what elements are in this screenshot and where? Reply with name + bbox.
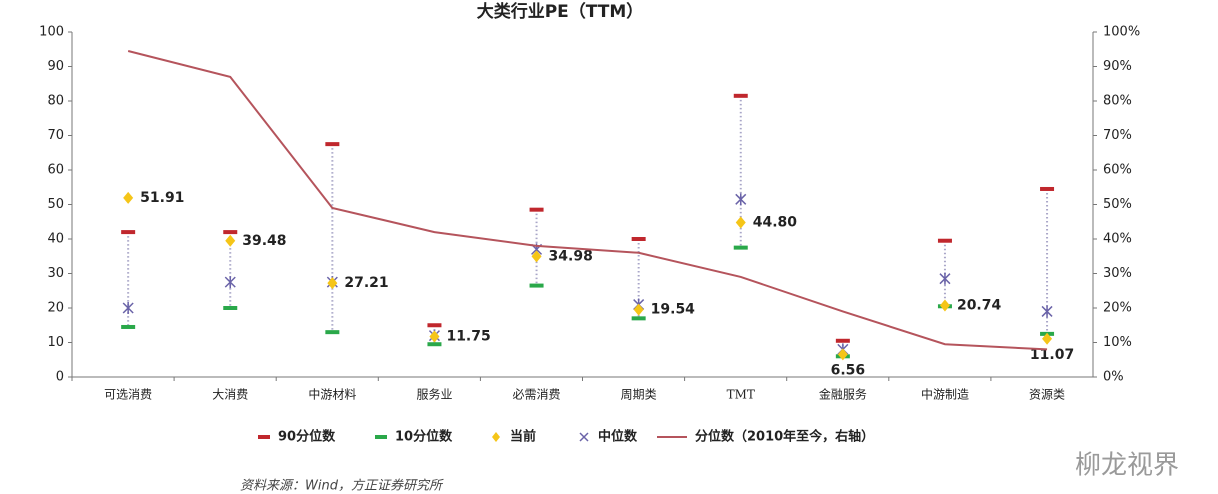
percentile-mark — [529, 283, 544, 288]
legend-swatch — [258, 435, 270, 439]
current-point — [327, 277, 338, 290]
current-point — [633, 303, 644, 316]
y-tick-label: 60 — [47, 163, 64, 178]
y-tick-label: 80 — [47, 94, 64, 109]
percentile-mark — [1040, 186, 1055, 191]
percentile-line — [127, 50, 1048, 351]
current-point — [531, 250, 542, 263]
legend-label: 10分位数 — [395, 429, 453, 445]
legend-label: 当前 — [510, 429, 536, 445]
current-point — [429, 330, 440, 343]
data-label: 11.07 — [1030, 347, 1074, 363]
percentile-mark — [223, 306, 238, 310]
data-label: 51.91 — [140, 190, 184, 206]
current-point — [225, 234, 236, 247]
y2-tick-label: 40% — [1103, 232, 1132, 247]
data-label: 39.48 — [242, 233, 286, 249]
current-point — [939, 299, 950, 312]
percentile-mark — [121, 324, 136, 329]
legend-swatch — [579, 432, 589, 442]
percentile-mark — [835, 338, 850, 343]
x-tick-label: 服务业 — [416, 387, 452, 402]
median-point — [1041, 305, 1053, 318]
percentile-mark — [631, 237, 646, 241]
x-tick-label: TMT — [727, 388, 755, 402]
y-tick-label: 0 — [56, 370, 64, 385]
x-tick-label: 金融服务 — [819, 387, 867, 402]
legend-label: 中位数 — [598, 429, 638, 445]
y-tick-label: 100 — [39, 25, 64, 40]
current-point — [123, 191, 134, 204]
data-label: 6.56 — [831, 362, 866, 378]
data-label: 27.21 — [344, 275, 388, 291]
percentile-mark — [631, 316, 646, 321]
median-point — [939, 272, 951, 285]
percentile-mark — [427, 342, 442, 347]
y-tick-label: 10 — [47, 335, 64, 350]
y2-tick-label: 30% — [1103, 266, 1132, 281]
legend-label: 90分位数 — [278, 429, 336, 445]
data-label: 44.80 — [753, 214, 798, 230]
data-label: 34.98 — [549, 248, 593, 264]
x-tick-label: 中游材料 — [308, 387, 356, 402]
median-point — [735, 193, 747, 206]
data-label: 19.54 — [651, 302, 696, 318]
data-label: 11.75 — [446, 328, 490, 344]
x-tick-label: 周期类 — [621, 388, 657, 402]
percentile-mark — [733, 93, 748, 98]
y2-tick-label: 50% — [1103, 197, 1132, 212]
x-tick-label: 中游制造 — [921, 387, 969, 402]
legend-label: 分位数（2010年至今，右轴） — [695, 429, 874, 445]
percentile-mark — [937, 238, 952, 243]
percentile-mark — [121, 230, 136, 235]
percentile-mark — [223, 230, 238, 235]
y-tick-label: 30 — [47, 266, 64, 281]
y2-tick-label: 90% — [1103, 59, 1132, 74]
percentile-mark — [733, 245, 748, 250]
x-tick-label: 大消费 — [212, 388, 248, 402]
x-tick-label: 必需消费 — [513, 388, 561, 402]
x-tick-label: 可选消费 — [104, 388, 152, 402]
y2-tick-label: 10% — [1103, 335, 1132, 350]
legend-swatch — [375, 435, 387, 439]
current-point — [735, 216, 746, 229]
current-point — [1042, 332, 1053, 345]
y-tick-label: 20 — [47, 301, 64, 316]
median-point — [224, 276, 236, 289]
current-point — [837, 348, 848, 361]
percentile-mark — [427, 323, 442, 328]
data-label: 20.74 — [957, 297, 1002, 313]
y2-tick-label: 100% — [1103, 25, 1140, 40]
watermark: 柳龙视界 — [1075, 451, 1179, 481]
y-tick-label: 40 — [47, 232, 64, 247]
y2-tick-label: 0% — [1103, 370, 1124, 385]
percentile-mark — [325, 330, 340, 335]
y2-tick-label: 70% — [1103, 128, 1132, 143]
y-tick-label: 90 — [47, 59, 64, 74]
median-point — [122, 302, 134, 314]
y2-tick-label: 20% — [1103, 301, 1132, 316]
x-tick-label: 资源类 — [1029, 388, 1065, 402]
source-note: 资料来源：Wind，方正证券研究所 — [240, 478, 444, 494]
y2-tick-label: 80% — [1103, 94, 1132, 109]
percentile-mark — [529, 207, 544, 212]
y2-tick-label: 60% — [1103, 163, 1132, 178]
y-tick-label: 50 — [47, 197, 64, 212]
legend-swatch — [492, 432, 500, 442]
chart-title: 大类行业PE（TTM） — [477, 1, 644, 22]
y-tick-label: 70 — [47, 128, 64, 143]
percentile-mark — [325, 142, 340, 147]
